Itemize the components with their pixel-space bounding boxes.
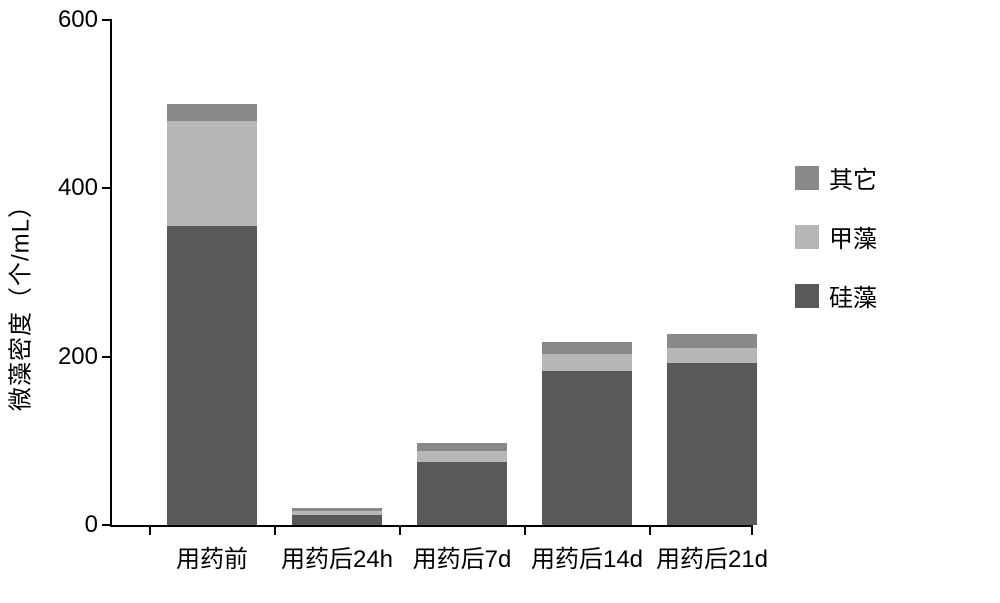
x-tick bbox=[649, 525, 651, 535]
y-tick bbox=[102, 356, 112, 358]
chart-container: 微藻密度（个/mL） 0200400600用药前用药后24h用药后7d用药后14… bbox=[0, 0, 1000, 603]
x-tick-label: 用药后14d bbox=[531, 539, 643, 574]
y-tick-label: 600 bbox=[58, 6, 98, 34]
bar-segment-jiazao bbox=[667, 348, 757, 363]
bar-segment-qita bbox=[417, 443, 507, 451]
bar-segment-guizao bbox=[542, 371, 632, 525]
bar bbox=[417, 443, 507, 525]
y-tick bbox=[102, 524, 112, 526]
y-tick-label: 0 bbox=[85, 511, 98, 539]
legend-swatch bbox=[795, 225, 819, 249]
x-tick bbox=[751, 525, 753, 535]
legend-item-jiazao: 甲藻 bbox=[795, 219, 877, 254]
bar bbox=[667, 334, 757, 525]
x-tick-label: 用药后21d bbox=[656, 539, 768, 574]
legend-item-guizao: 硅藻 bbox=[795, 278, 877, 313]
bar-segment-qita bbox=[167, 104, 257, 121]
legend-swatch bbox=[795, 166, 819, 190]
bar-segment-jiazao bbox=[417, 451, 507, 462]
legend: 其它甲藻硅藻 bbox=[795, 160, 877, 313]
bar-segment-guizao bbox=[167, 226, 257, 525]
x-tick bbox=[524, 525, 526, 535]
x-tick-label: 用药前 bbox=[176, 539, 248, 574]
legend-swatch bbox=[795, 284, 819, 308]
bar-segment-guizao bbox=[667, 363, 757, 525]
y-tick bbox=[102, 19, 112, 21]
bar-segment-jiazao bbox=[167, 121, 257, 226]
y-tick-label: 200 bbox=[58, 343, 98, 371]
bar-segment-qita bbox=[667, 334, 757, 348]
x-tick-label: 用药后24h bbox=[281, 539, 393, 574]
plot-area: 0200400600用药前用药后24h用药后7d用药后14d用药后21d bbox=[110, 20, 752, 527]
x-tick bbox=[274, 525, 276, 535]
bar-segment-guizao bbox=[292, 515, 382, 525]
legend-label: 其它 bbox=[829, 160, 877, 195]
bar bbox=[542, 342, 632, 525]
y-axis-title: 微藻密度（个/mL） bbox=[1, 192, 36, 410]
x-tick bbox=[149, 525, 151, 535]
bar bbox=[167, 104, 257, 525]
y-tick-label: 400 bbox=[58, 174, 98, 202]
bar-segment-qita bbox=[542, 342, 632, 355]
legend-label: 硅藻 bbox=[829, 278, 877, 313]
legend-label: 甲藻 bbox=[829, 219, 877, 254]
bar-segment-jiazao bbox=[542, 354, 632, 371]
x-tick bbox=[399, 525, 401, 535]
x-tick-label: 用药后7d bbox=[413, 539, 512, 574]
bar-segment-guizao bbox=[417, 462, 507, 525]
bar bbox=[292, 508, 382, 525]
legend-item-qita: 其它 bbox=[795, 160, 877, 195]
y-tick bbox=[102, 187, 112, 189]
